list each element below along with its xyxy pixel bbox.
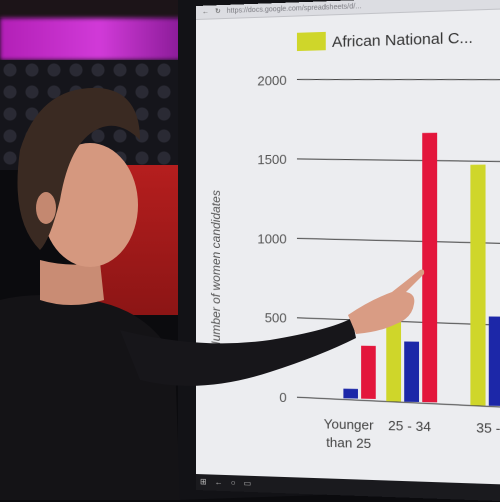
browser-url[interactable]: https://docs.google.com/spreadsheets/d/.…	[227, 3, 362, 15]
red-wall-panel	[90, 165, 190, 315]
windows-start-icon[interactable]: ⊞	[200, 477, 215, 487]
bar	[386, 319, 401, 402]
y-tick-label: 1500	[257, 152, 286, 168]
search-icon[interactable]: ○	[231, 478, 244, 488]
x-category-label: 25 - 34	[388, 418, 431, 435]
y-axis-label: Number of women candidates	[209, 190, 223, 350]
back-icon[interactable]: ←	[215, 478, 231, 488]
task-view-icon[interactable]: ▭	[244, 479, 260, 489]
legend-swatch	[297, 32, 326, 51]
y-tick-label: 0	[279, 390, 286, 405]
bar	[489, 317, 500, 406]
backdrop-dark-band	[0, 0, 200, 18]
bar	[343, 389, 358, 399]
gridline	[297, 238, 500, 244]
y-tick-label: 2000	[257, 73, 286, 89]
y-tick-label: 500	[265, 310, 287, 325]
legend-label: African National C...	[332, 29, 473, 51]
gridline	[297, 73, 500, 85]
gridline	[297, 156, 500, 165]
bar-chart: African National C... 0 500 1000 1500 2000 Num…	[196, 9, 500, 486]
reload-icon[interactable]: ↻	[215, 8, 221, 15]
x-category-label: Younger	[324, 416, 375, 433]
magenta-light-strip	[0, 18, 200, 60]
bar	[422, 133, 437, 403]
bar	[404, 341, 419, 401]
touchscreen-display: ← ↻ https://docs.google.com/spreadsheets…	[196, 0, 500, 502]
x-category-label: than 25	[326, 435, 371, 452]
bar	[470, 165, 485, 406]
bar	[361, 346, 376, 399]
back-arrow-icon[interactable]: ←	[202, 9, 209, 16]
hexagon-wall-panel	[0, 60, 190, 170]
y-tick-label: 1000	[257, 231, 286, 246]
x-category-label: 35 - 4	[476, 420, 500, 437]
